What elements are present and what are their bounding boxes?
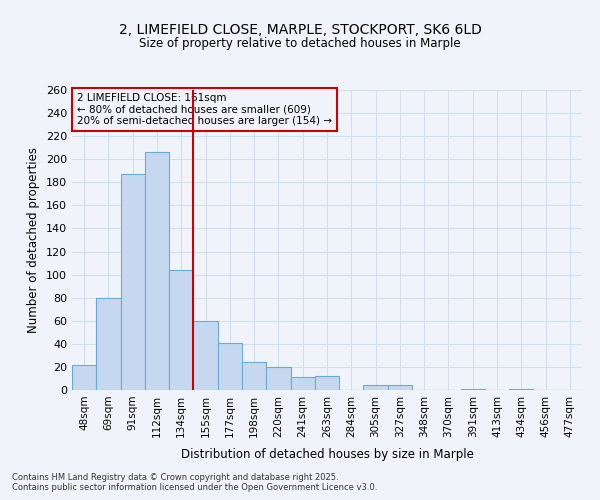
- Y-axis label: Number of detached properties: Number of detached properties: [28, 147, 40, 333]
- Bar: [193, 321, 218, 390]
- Bar: [145, 152, 169, 390]
- Bar: [218, 342, 242, 390]
- Bar: [169, 270, 193, 390]
- Bar: [266, 367, 290, 390]
- Bar: [461, 389, 485, 390]
- Text: 2 LIMEFIELD CLOSE: 161sqm
← 80% of detached houses are smaller (609)
20% of semi: 2 LIMEFIELD CLOSE: 161sqm ← 80% of detac…: [77, 93, 332, 126]
- Bar: [388, 386, 412, 390]
- Bar: [290, 378, 315, 390]
- Text: Contains HM Land Registry data © Crown copyright and database right 2025.
Contai: Contains HM Land Registry data © Crown c…: [12, 473, 377, 492]
- Bar: [96, 298, 121, 390]
- Text: Size of property relative to detached houses in Marple: Size of property relative to detached ho…: [139, 38, 461, 51]
- Bar: [72, 364, 96, 390]
- Bar: [242, 362, 266, 390]
- Bar: [509, 389, 533, 390]
- Bar: [315, 376, 339, 390]
- X-axis label: Distribution of detached houses by size in Marple: Distribution of detached houses by size …: [181, 448, 473, 461]
- Bar: [121, 174, 145, 390]
- Text: 2, LIMEFIELD CLOSE, MARPLE, STOCKPORT, SK6 6LD: 2, LIMEFIELD CLOSE, MARPLE, STOCKPORT, S…: [119, 22, 481, 36]
- Bar: [364, 386, 388, 390]
